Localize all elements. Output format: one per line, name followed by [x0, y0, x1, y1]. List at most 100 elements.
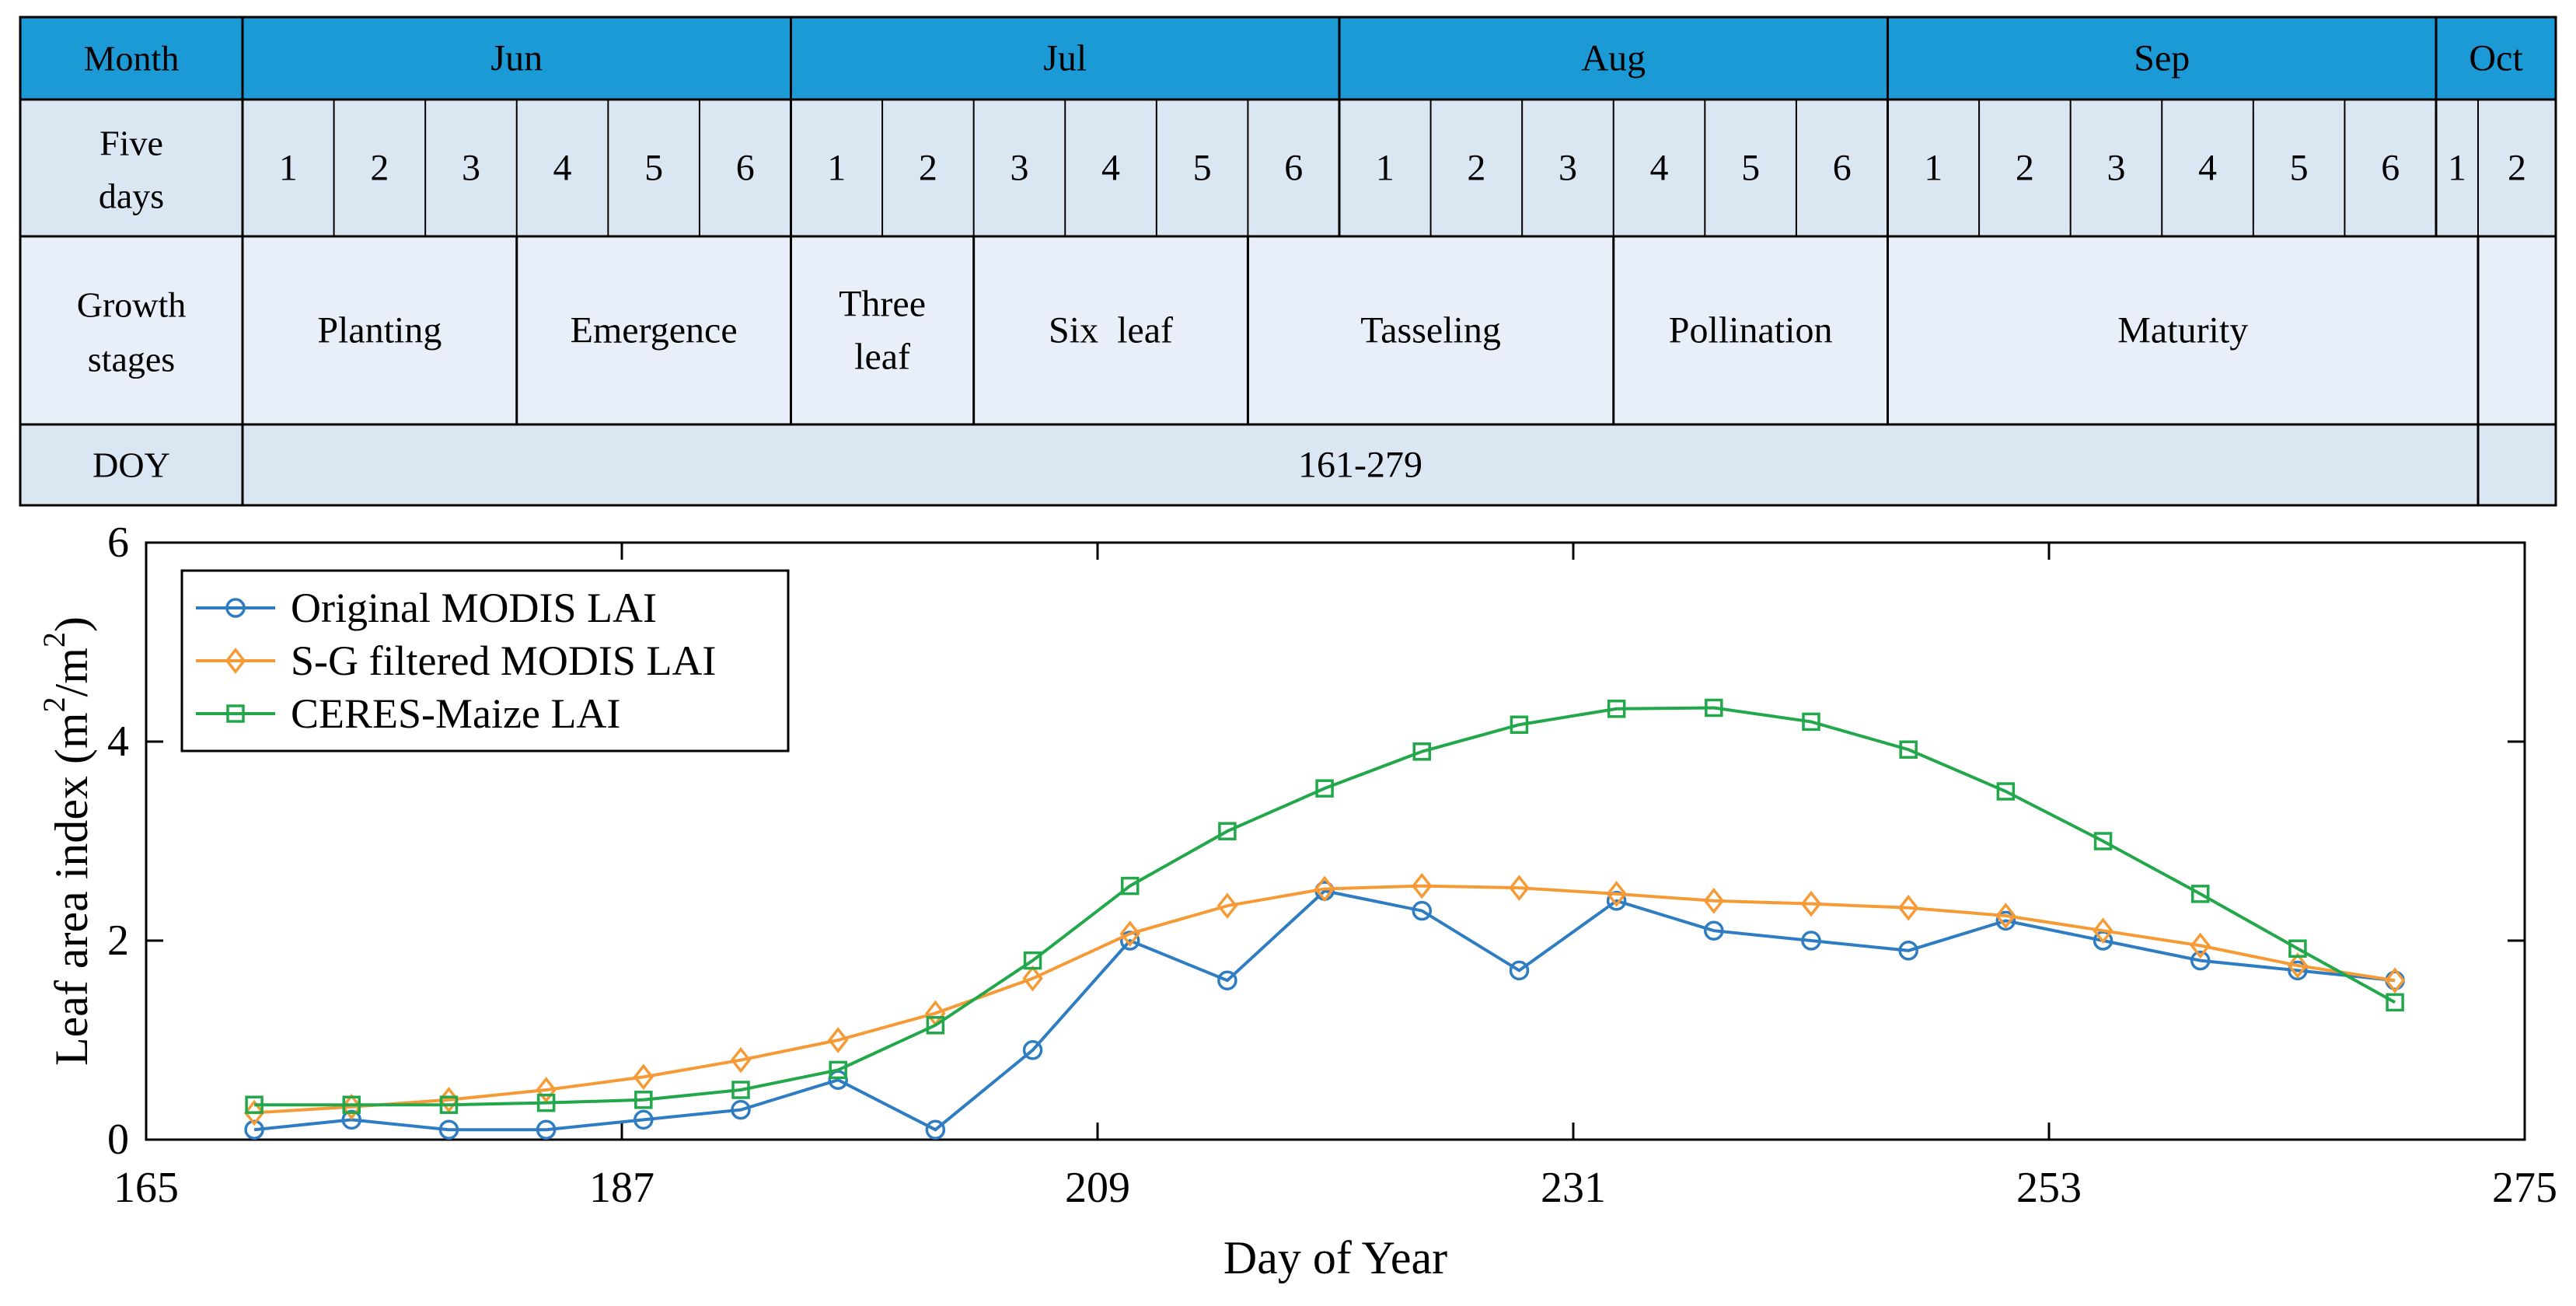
data-point: [1897, 894, 1919, 921]
data-point: [1510, 715, 1529, 734]
five-day-number: 3: [1010, 148, 1028, 189]
data-point: [1800, 890, 1822, 917]
data-point: [926, 1016, 945, 1035]
y-tick-label: 6: [107, 519, 129, 567]
row-label-five-days: days: [99, 176, 164, 216]
data-point: [1218, 822, 1237, 840]
growth-stage-label: leaf: [854, 337, 910, 378]
data-point: [731, 1081, 750, 1099]
five-day-number: 2: [370, 148, 389, 189]
series-line: [253, 884, 2396, 1115]
series-line: [254, 706, 2396, 1107]
growth-stage-label: Six leaf: [1049, 310, 1173, 351]
legend-box: [180, 569, 790, 753]
x-tick-label: 275: [2492, 1164, 2557, 1212]
x-tick-label: 187: [589, 1164, 654, 1212]
data-point: [341, 1093, 362, 1120]
data-point: [341, 1109, 362, 1130]
five-day-number: 5: [1741, 148, 1760, 189]
five-day-number: 5: [644, 148, 663, 189]
data-point: [829, 1060, 847, 1080]
five-day-number: 4: [1650, 148, 1669, 189]
growth-row-bg: [20, 236, 2556, 424]
data-point: [2384, 967, 2406, 994]
five-day-number: 4: [553, 148, 572, 189]
five-day-number: 3: [462, 148, 480, 189]
x-tick-label: 231: [1541, 1164, 1606, 1212]
data-point: [438, 1119, 459, 1140]
lai-line-chart: 165 187 209 231 253 275 0 2 4 6 Day of Year Leaf ar…: [37, 519, 2557, 1283]
data-point: [731, 1099, 751, 1120]
data-point: [634, 1109, 654, 1130]
data-point: [536, 1077, 557, 1103]
data-point: [1217, 970, 1237, 990]
month-label: Jun: [490, 38, 543, 79]
month-label: Jul: [1043, 38, 1087, 79]
five-day-number: 2: [2016, 148, 2034, 189]
data-point: [2093, 832, 2113, 850]
data-point: [439, 1095, 459, 1114]
five-day-number: 3: [1559, 148, 1577, 189]
growth-stage-table: Month Five days Growth stages DOY Jun Jul Aug Sep…: [19, 16, 2557, 507]
month-row-bg: [20, 17, 2556, 100]
five-day-number: 6: [736, 148, 755, 189]
data-point: [1606, 891, 1627, 911]
data-point: [1119, 920, 1140, 947]
five-day-number: 2: [919, 148, 937, 189]
five-day-number: 2: [2508, 148, 2526, 189]
five-day-number: 4: [1101, 148, 1120, 189]
data-point: [1705, 698, 1723, 718]
series-s-g-filtered-modis-lai: [243, 872, 2406, 1126]
data-point: [2190, 950, 2211, 971]
data-point: [1801, 931, 1821, 951]
growth-stage-label: Maturity: [2117, 310, 2248, 351]
data-point: [1120, 876, 1140, 896]
five-day-number: 6: [2381, 148, 2400, 189]
growth-stage-label: Planting: [317, 310, 442, 351]
five-day-number: 1: [1376, 148, 1394, 189]
data-point: [243, 1099, 265, 1126]
y-tick-label: 2: [107, 917, 129, 965]
doy-row-bg: [20, 424, 2556, 505]
month-label: Aug: [1581, 38, 1646, 79]
data-point: [1315, 779, 1334, 798]
data-point: [633, 1063, 654, 1091]
x-tick-label: 209: [1065, 1164, 1130, 1212]
y-tick-label: 0: [107, 1116, 129, 1164]
five-day-number: 5: [1193, 148, 1212, 189]
series-ceres-maize-lai: [245, 698, 2404, 1114]
series-line: [253, 889, 2396, 1132]
table-border: [19, 16, 2557, 507]
legend-marker: [225, 598, 246, 618]
data-point: [536, 1119, 557, 1140]
data-point: [342, 1095, 361, 1114]
data-point: [2287, 952, 2309, 979]
row-label-doy: DOY: [92, 445, 170, 485]
y-axis-label: Leaf area index (m2/m2): [37, 616, 97, 1066]
data-point: [1995, 910, 2016, 931]
x-tick-label: 253: [2016, 1164, 2082, 1212]
data-point: [2093, 917, 2114, 945]
data-point: [1899, 740, 1918, 759]
data-point: [1023, 951, 1042, 970]
data-point: [2190, 885, 2210, 903]
data-point: [2386, 993, 2404, 1012]
month-label: Oct: [2469, 38, 2523, 79]
growth-stage-label: Pollination: [1669, 310, 1833, 351]
data-point: [2288, 939, 2307, 958]
data-point: [1704, 920, 1724, 941]
five-day-number: 1: [1924, 148, 1942, 189]
x-tick-label: 165: [113, 1164, 179, 1212]
data-point: [1898, 941, 1918, 961]
legend-marker: [225, 648, 246, 674]
data-point: [1802, 712, 1820, 732]
doy-range-value: 161-279: [1298, 445, 1422, 486]
five-day-number: 6: [1833, 148, 1852, 189]
data-point: [1022, 965, 1043, 992]
five-day-number: 1: [279, 148, 298, 189]
row-label-month: Month: [84, 39, 180, 79]
five-day-number: 2: [1467, 148, 1485, 189]
data-point: [2190, 932, 2211, 959]
growth-stage-label: Three: [839, 284, 926, 325]
